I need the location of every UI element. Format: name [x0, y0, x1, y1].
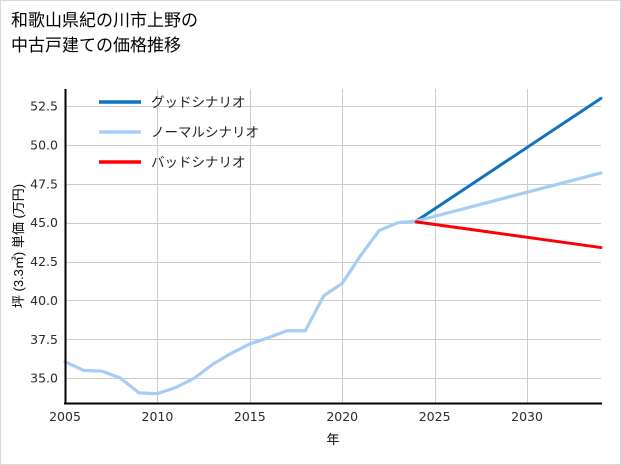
- y-tick-label: 52.5: [30, 99, 58, 114]
- legend-label-0: グッドシナリオ: [151, 95, 246, 110]
- legend-label-1: ノーマルシナリオ: [151, 125, 259, 140]
- x-tick-label: 2005: [49, 409, 81, 424]
- series-line-1: [63, 171, 603, 396]
- y-tick-label: 47.5: [30, 176, 58, 191]
- page-title: 和歌山県紀の川市上野の 中古戸建ての価格推移: [11, 11, 198, 55]
- y-tick-label: 45.0: [30, 215, 58, 230]
- x-tick-label: 2010: [142, 409, 174, 424]
- legend-label-2: バッドシナリオ: [151, 155, 246, 170]
- series-line-2: [414, 220, 603, 250]
- x-axis-title: 年: [326, 432, 339, 447]
- y-tick-label: 35.0: [30, 371, 58, 386]
- plot-background: [65, 89, 601, 403]
- y-tick-label: 40.0: [30, 293, 58, 308]
- x-tick-label: 2025: [419, 409, 451, 424]
- y-tick-label: 37.5: [30, 332, 58, 347]
- series-line-0: [414, 96, 603, 223]
- x-tick-label: 2030: [511, 409, 543, 424]
- y-axis-title: 坪 (3.3㎡) 単価 (万円): [11, 184, 26, 308]
- x-tick-label: 2015: [234, 409, 266, 424]
- y-tick-label: 50.0: [30, 137, 58, 152]
- y-tick-label: 42.5: [30, 254, 58, 269]
- x-tick-label: 2020: [326, 409, 358, 424]
